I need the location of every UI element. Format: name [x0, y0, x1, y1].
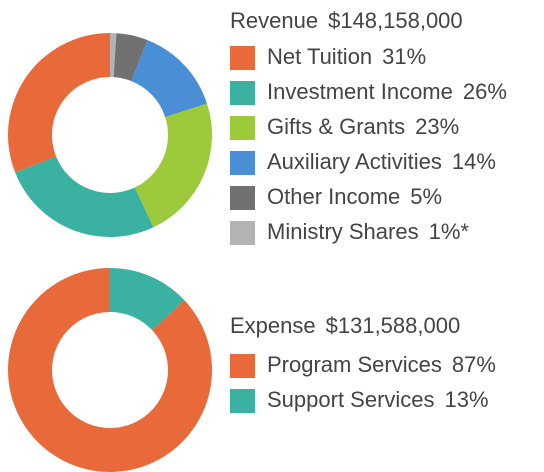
legend-label: Support Services: [267, 387, 435, 412]
donut-slice: [7, 33, 110, 173]
legend-label: Program Services: [267, 352, 442, 377]
legend-label: Ministry Shares: [267, 219, 419, 244]
legend-label: Other Income: [267, 184, 400, 209]
legend-total: $131,588,000: [326, 313, 461, 338]
legend-swatch: [230, 81, 255, 105]
legend-value: 14%: [452, 149, 496, 174]
legend-swatch: [230, 221, 255, 245]
legend-value: 13%: [445, 387, 489, 412]
legend-label: Net Tuition: [267, 44, 372, 69]
legend-swatch: [230, 116, 255, 140]
legend-value: 5%: [410, 184, 442, 209]
legend-swatch: [230, 151, 255, 175]
legend-label: Investment Income: [267, 79, 453, 104]
legend-value: 31%: [382, 44, 426, 69]
legend-value: 87%: [452, 352, 496, 377]
legend-swatch: [230, 46, 255, 70]
legend-swatch: [230, 354, 255, 378]
legend-value: 1%*: [429, 219, 470, 244]
donut-slice: [110, 33, 117, 78]
legend-value: 23%: [415, 114, 459, 139]
donut-slice: [8, 268, 213, 472]
legend-label: Gifts & Grants: [267, 114, 405, 139]
legend-label: Auxiliary Activities: [267, 149, 442, 174]
donut-slice: [131, 40, 208, 118]
legend-title: Revenue: [230, 8, 318, 33]
donut-slice: [134, 103, 213, 228]
legend-title: Expense: [230, 313, 316, 338]
legend-swatch: [230, 389, 255, 413]
donut-slice: [113, 33, 148, 82]
legend-total: $148,158,000: [328, 8, 463, 33]
legend-value: 26%: [463, 79, 507, 104]
legend-swatch: [230, 186, 255, 210]
donut-slice: [15, 156, 154, 238]
donut-slice: [110, 268, 185, 331]
